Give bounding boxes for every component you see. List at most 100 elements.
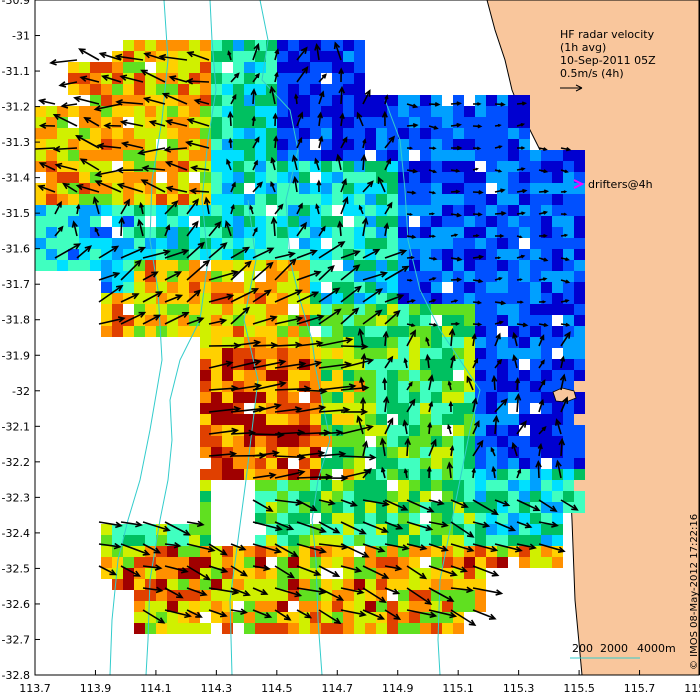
velocity-vector-head [319, 526, 327, 534]
velocity-cell [189, 84, 200, 95]
velocity-cell [398, 194, 409, 205]
velocity-vector-head [448, 327, 456, 336]
velocity-vector [230, 341, 260, 347]
velocity-cell [354, 51, 365, 62]
velocity-cell [233, 579, 244, 590]
velocity-cell [200, 282, 211, 293]
velocity-cell [508, 161, 519, 172]
velocity-cell [508, 128, 519, 139]
velocity-vector [142, 565, 161, 569]
velocity-cell [145, 139, 156, 150]
velocity-cell [57, 238, 68, 249]
velocity-vector-head [551, 521, 559, 528]
velocity-cell [277, 337, 288, 348]
velocity-cell [134, 557, 145, 568]
velocity-cell [431, 128, 442, 139]
velocity-cell [420, 436, 431, 447]
velocity-cell [299, 348, 310, 359]
velocity-cell [200, 106, 211, 117]
velocity-cell [156, 315, 167, 326]
velocity-cell [475, 601, 486, 612]
velocity-cell [519, 117, 530, 128]
velocity-cell [255, 62, 266, 73]
velocity-cell [541, 436, 552, 447]
velocity-cell [497, 557, 508, 568]
velocity-vector [450, 543, 474, 552]
velocity-vector-head [488, 613, 497, 620]
velocity-cell [376, 260, 387, 271]
velocity-cell [475, 150, 486, 161]
velocity-cell [112, 271, 123, 282]
velocity-cell [552, 271, 563, 282]
velocity-cell [288, 579, 299, 590]
velocity-cell [266, 348, 277, 359]
velocity-vector-head [186, 51, 195, 58]
velocity-cell [409, 601, 420, 612]
velocity-cell [222, 161, 233, 172]
velocity-cell [365, 183, 376, 194]
velocity-cell [277, 436, 288, 447]
velocity-cell [475, 414, 486, 425]
velocity-cell [365, 205, 376, 216]
velocity-vector [516, 378, 519, 391]
velocity-cell [398, 117, 409, 128]
velocity-vector [208, 319, 226, 325]
velocity-cell [508, 282, 519, 293]
velocity-cell [101, 139, 112, 150]
velocity-vector-head [273, 135, 279, 142]
velocity-vector-head [408, 381, 413, 387]
velocity-cell [288, 436, 299, 447]
velocity-cell [453, 95, 464, 106]
velocity-vector-head [348, 383, 357, 390]
velocity-cell [145, 524, 156, 535]
velocity-vector-head [511, 441, 518, 449]
velocity-cell [365, 293, 376, 304]
velocity-cell [321, 326, 332, 337]
velocity-cell [244, 62, 255, 73]
contour-200m [259, 0, 331, 675]
velocity-cell [431, 205, 442, 216]
velocity-cell [35, 249, 46, 260]
velocity-cell [453, 414, 464, 425]
velocity-vector-head [456, 212, 462, 218]
velocity-cell [277, 139, 288, 150]
velocity-vector-head [138, 201, 144, 208]
velocity-vector-head [499, 233, 505, 239]
velocity-cell [398, 95, 409, 106]
velocity-vector-head [419, 544, 428, 551]
velocity-cell [442, 172, 453, 183]
velocity-vector-head [73, 95, 81, 103]
velocity-cell [123, 84, 134, 95]
velocity-vector [186, 141, 210, 149]
velocity-cell [222, 414, 233, 425]
velocity-cell [145, 557, 156, 568]
velocity-vector-head [328, 499, 336, 506]
velocity-cell [167, 194, 178, 205]
velocity-vector-head [392, 588, 401, 595]
velocity-cell [475, 458, 486, 469]
velocity-vector-head [476, 146, 482, 151]
velocity-cell [486, 271, 497, 282]
velocity-vector [428, 499, 444, 505]
velocity-cell [222, 579, 233, 590]
velocity-cell [420, 172, 431, 183]
velocity-cell [79, 194, 90, 205]
velocity-cell [134, 128, 145, 139]
velocity-vector-head [396, 294, 405, 301]
velocity-cell [354, 271, 365, 282]
velocity-cell [552, 150, 563, 161]
velocity-cell [244, 315, 255, 326]
velocity-vector [318, 363, 351, 369]
lat-tick-label: -31.9 [2, 349, 30, 362]
velocity-vector-head [434, 101, 441, 107]
velocity-cell [145, 601, 156, 612]
velocity-cell [244, 469, 255, 480]
velocity-cell [354, 359, 365, 370]
velocity-vector [274, 471, 304, 479]
velocity-vector [472, 421, 480, 435]
velocity-cell [398, 414, 409, 425]
velocity-cell [277, 40, 288, 51]
velocity-cell [244, 73, 255, 84]
velocity-vector-head [111, 245, 120, 253]
velocity-cell [530, 326, 541, 337]
